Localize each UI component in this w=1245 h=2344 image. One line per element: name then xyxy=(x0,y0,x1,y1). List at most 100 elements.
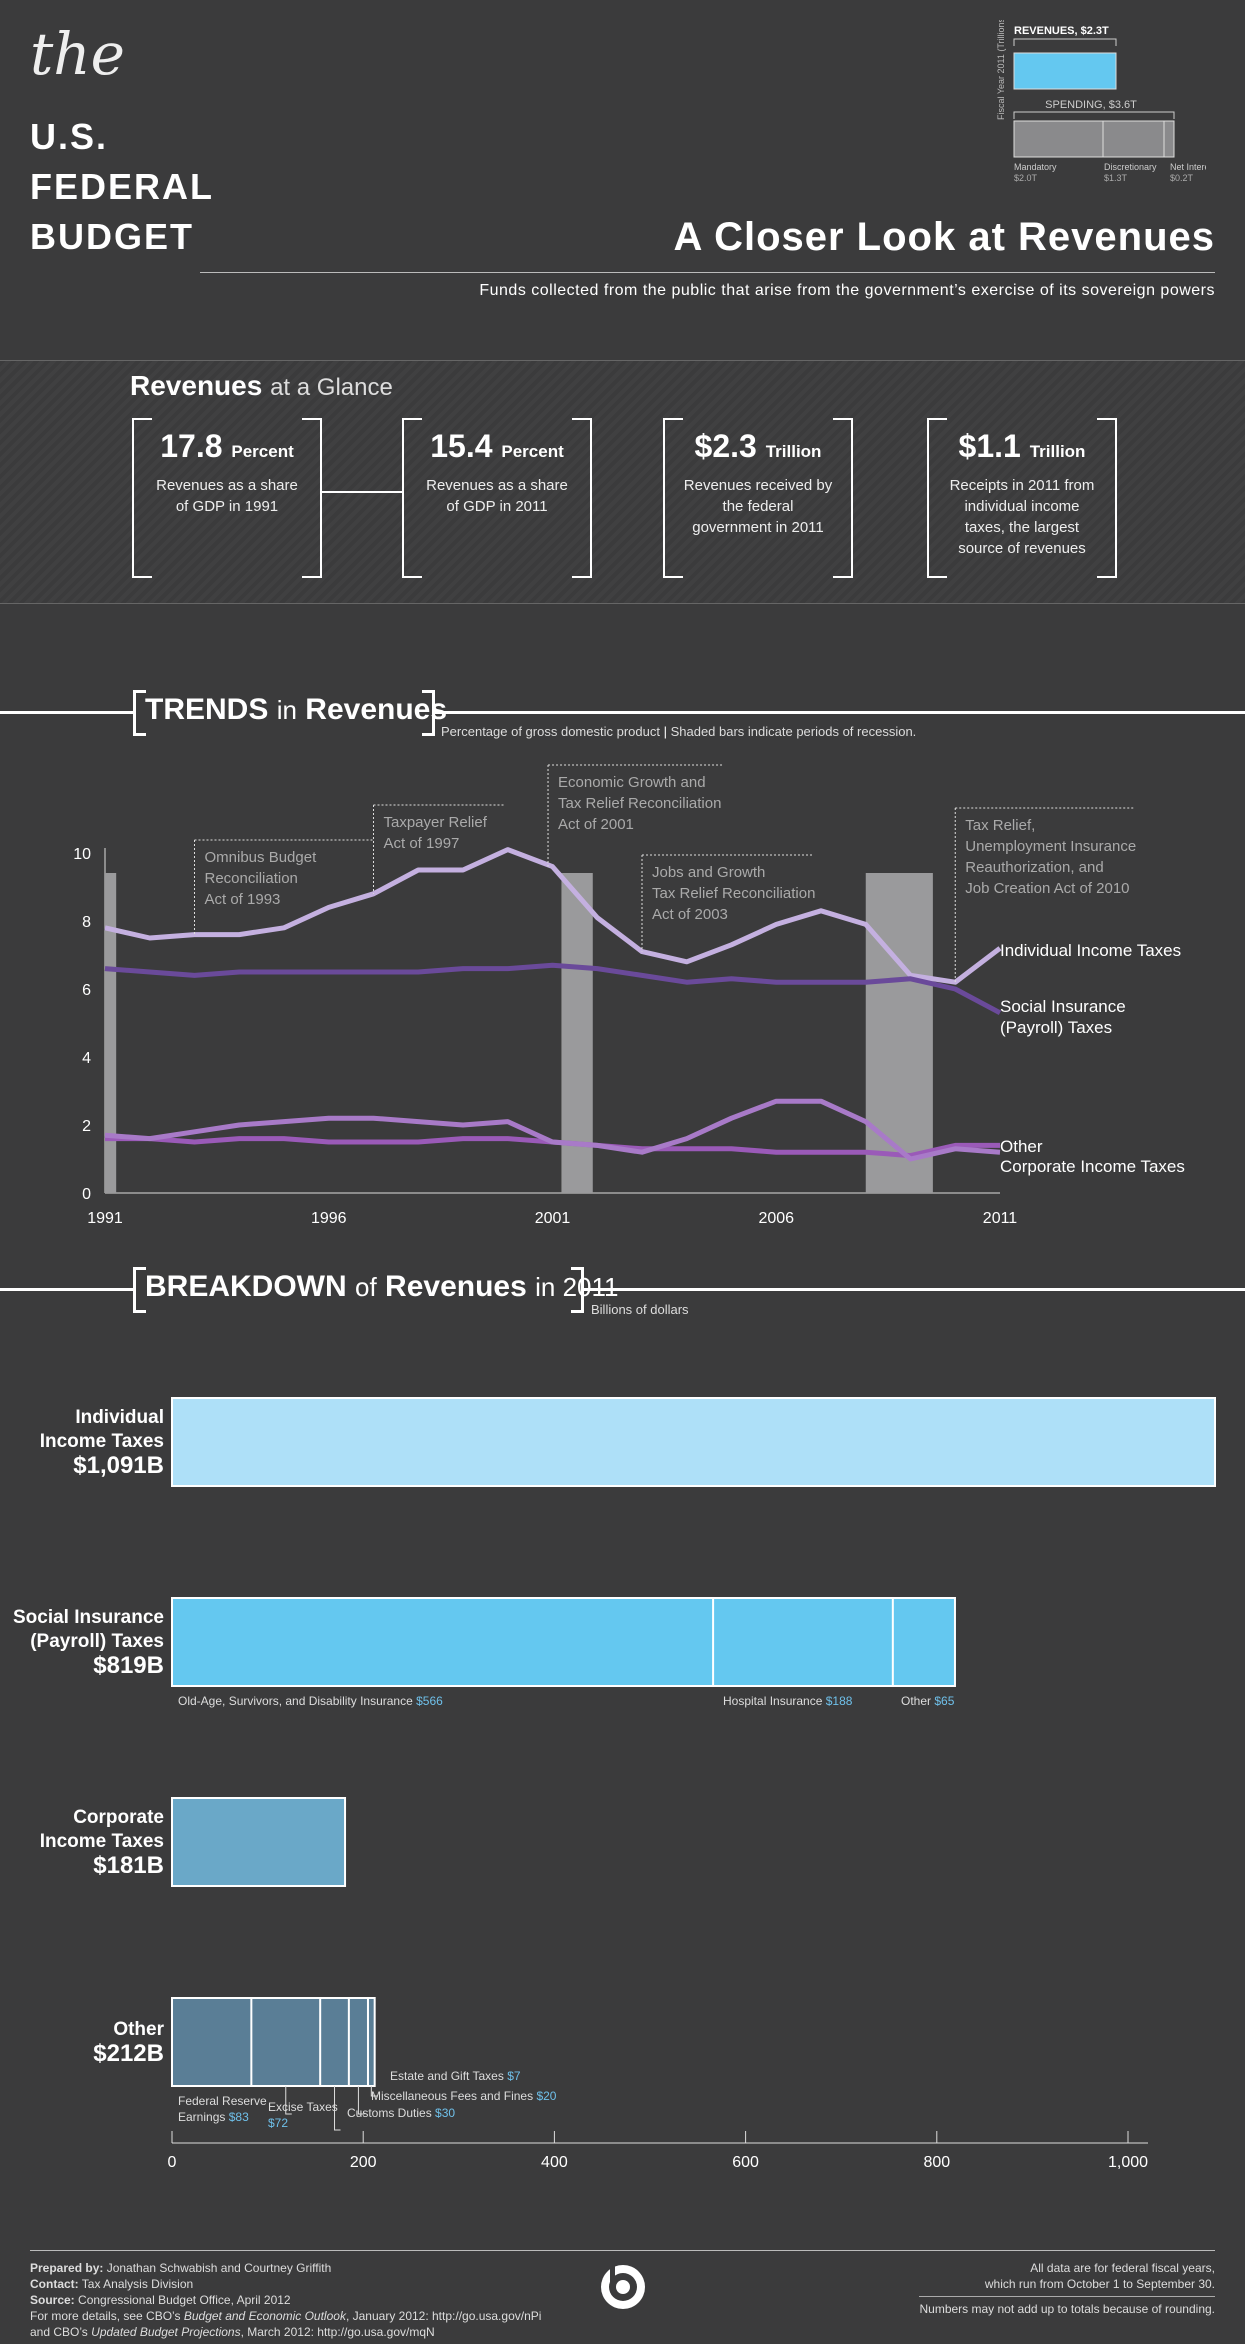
card-desc: Revenues as a share of GDP in 1991 xyxy=(156,477,298,515)
glance-connector xyxy=(322,491,402,493)
card-value: 17.8 Percent xyxy=(132,428,322,465)
part-label: Old-Age, Survivors, and Disability Insur… xyxy=(178,1694,413,1708)
breakdown-bar-4 xyxy=(171,1997,376,2087)
part-label: Estate and Gift Taxes xyxy=(390,2069,504,2083)
recession-bar-3 xyxy=(865,873,933,1193)
page-title: A Closer Look at Revenues xyxy=(673,215,1215,259)
breakdown-x-tick-label: 400 xyxy=(541,2154,568,2171)
card-desc: Revenues received by the federal governm… xyxy=(683,477,833,536)
part-label: Other xyxy=(901,1694,932,1708)
annotation-text: Act of 1993 xyxy=(205,891,281,908)
part-value: $30 xyxy=(435,2106,456,2120)
breakdown-rule-right xyxy=(584,1288,1245,1291)
bar-label-line2: (Payroll) Taxes xyxy=(30,1631,164,1652)
source-label: Source: xyxy=(30,2293,75,2307)
footer-rule xyxy=(30,2250,1215,2251)
annotation-text: Economic Growth and xyxy=(558,774,706,791)
card-unit: Percent xyxy=(501,442,564,461)
trends-heading: TRENDS in Revenues xyxy=(145,693,447,727)
bar-label-amount: $212B xyxy=(93,2040,164,2067)
breakdown-bracket-right xyxy=(571,1267,584,1313)
glance-card-2: 15.4 Percent Revenues as a share of GDP … xyxy=(402,418,592,578)
breakdown-chart: 0 200 400 600 800 1,000 xyxy=(168,1397,1216,2171)
x-tick-label: 2001 xyxy=(535,1210,571,1227)
bar-label-amount: $1,091B xyxy=(73,1452,164,1479)
series-label-corporate: Corporate Income Taxes xyxy=(1000,1157,1185,1176)
part-label: Customs Duties xyxy=(347,2106,432,2120)
y-tick-label: 8 xyxy=(82,914,91,931)
mini-part-1-name: Mandatory xyxy=(1014,162,1057,172)
glance-title-bold: Revenues xyxy=(130,370,263,401)
series-label-social: Social Insurance (Payroll) Taxes xyxy=(1000,996,1126,1038)
annotation-text: Job Creation Act of 2010 xyxy=(965,880,1129,897)
mini-part-2-value: $1.3T xyxy=(1104,173,1128,183)
mini-part-1-value: $2.0T xyxy=(1014,173,1038,183)
card-bracket-right xyxy=(833,418,853,578)
breakdown-x-tick-label: 800 xyxy=(923,2154,950,2171)
breakdown-heading: BREAKDOWN of Revenues in 2011 xyxy=(145,1270,619,1304)
breakdown-head-bold2: Revenues xyxy=(385,1270,527,1303)
mini-side-label: Fiscal Year 2011 (Trillions of dollars) xyxy=(996,20,1006,120)
other-leader-2 xyxy=(285,2086,292,2115)
x-tick-label: 1996 xyxy=(311,1210,347,1227)
trends-note-2: Shaded bars indicate periods of recessio… xyxy=(670,724,917,739)
social-part-3-label: Other $65 xyxy=(901,1694,954,1708)
annotation-text: Taxpayer Relief xyxy=(384,814,488,831)
annotation-text: Omnibus Budget xyxy=(205,849,318,866)
mini-part-3-name: Net Interest xyxy=(1170,162,1206,172)
breakdown-head-of: of xyxy=(355,1272,377,1302)
breakdown-head-in: in 2011 xyxy=(535,1272,619,1302)
mini-part-2-name: Discretionary xyxy=(1104,162,1157,172)
card-desc: Revenues as a share of GDP in 2011 xyxy=(426,477,568,515)
bar-label-corporate: Corporate Income Taxes $181B xyxy=(40,1806,164,1878)
other-part-3-label: Customs Duties $30 xyxy=(347,2106,455,2120)
other-part-5-label: Estate and Gift Taxes $7 xyxy=(390,2069,521,2083)
glance-card-3: $2.3 Trillion Revenues received by the f… xyxy=(663,418,853,578)
breakdown-x-tick-label: 1,000 xyxy=(1108,2154,1148,2171)
card-bracket-left xyxy=(663,418,683,578)
breakdown-bar-3 xyxy=(171,1797,347,1887)
annotation-text: Unemployment Insurance xyxy=(965,838,1136,855)
glance-card-4: $1.1 Trillion Receipts in 2011 from indi… xyxy=(927,418,1117,578)
series-label-social-2: (Payroll) Taxes xyxy=(1000,1018,1113,1037)
trends-note-sep: | xyxy=(663,724,671,739)
annotation-1: Omnibus Budget Reconciliation Act of 1993 xyxy=(194,839,375,935)
part-label: Miscellaneous Fees and Fines xyxy=(371,2089,534,2103)
trends-recessions xyxy=(105,873,933,1193)
footer-right: All data are for federal fiscal years, w… xyxy=(919,2260,1215,2317)
bar-label-line1: Corporate xyxy=(73,1807,164,1828)
card-bracket-right xyxy=(1097,418,1117,578)
x-tick-label: 1991 xyxy=(87,1210,123,1227)
breakdown-rule-left xyxy=(0,1288,133,1291)
annotation-5: Tax Relief, Unemployment Insurance Reautho… xyxy=(954,807,1136,983)
trends-chart: 0 2 4 6 8 10 1991 1996 2001 2006 2011 Omnibus Budg… xyxy=(73,764,1136,1227)
footer-left: Prepared by: Jonathan Schwabish and Cour… xyxy=(30,2260,541,2340)
series-label-social-1: Social Insurance xyxy=(1000,997,1126,1016)
mini-part-3-value: $0.2T xyxy=(1170,173,1194,183)
breakdown-note: Billions of dollars xyxy=(591,1302,689,1317)
details-1c: , January 2012: http://go.usa.gov/nPi xyxy=(345,2309,542,2323)
part-value: $7 xyxy=(507,2069,521,2083)
header-the: the xyxy=(30,20,125,88)
other-leader-3 xyxy=(334,2086,341,2131)
annotation-text: Act of 2001 xyxy=(558,816,634,833)
glance-title-light: at a Glance xyxy=(270,374,393,401)
mini-revenues-bracket xyxy=(1013,38,1117,46)
card-bracket-left xyxy=(927,418,947,578)
bar-label-line1: Social Insurance xyxy=(12,1607,164,1628)
page-subtitle: Funds collected from the public that ari… xyxy=(479,282,1215,299)
series-line-4 xyxy=(104,1098,1001,1162)
recession-bar-1 xyxy=(105,873,117,1193)
annotation-text: Act of 2003 xyxy=(652,906,728,923)
details-1b: Budget and Economic Outlook xyxy=(183,2309,346,2323)
footer-right-1: All data are for federal fiscal years, xyxy=(1030,2261,1215,2275)
annotation-2: Taxpayer Relief Act of 1997 xyxy=(373,804,504,894)
cbo-logo-icon xyxy=(601,2264,645,2309)
annotation-4: Jobs and Growth Tax Relief Reconciliation… xyxy=(641,854,815,952)
card-desc: Receipts in 2011 from individual income … xyxy=(949,477,1095,557)
y-tick-label: 6 xyxy=(82,982,91,999)
bar-label-social: Social Insurance (Payroll) Taxes $819B xyxy=(13,1606,164,1678)
card-bracket-left xyxy=(132,418,152,578)
mini-chart: Fiscal Year 2011 (Trillions of dollars) … xyxy=(996,0,1217,185)
other-part-2-label: Excise Taxes $72 xyxy=(268,2099,338,2131)
